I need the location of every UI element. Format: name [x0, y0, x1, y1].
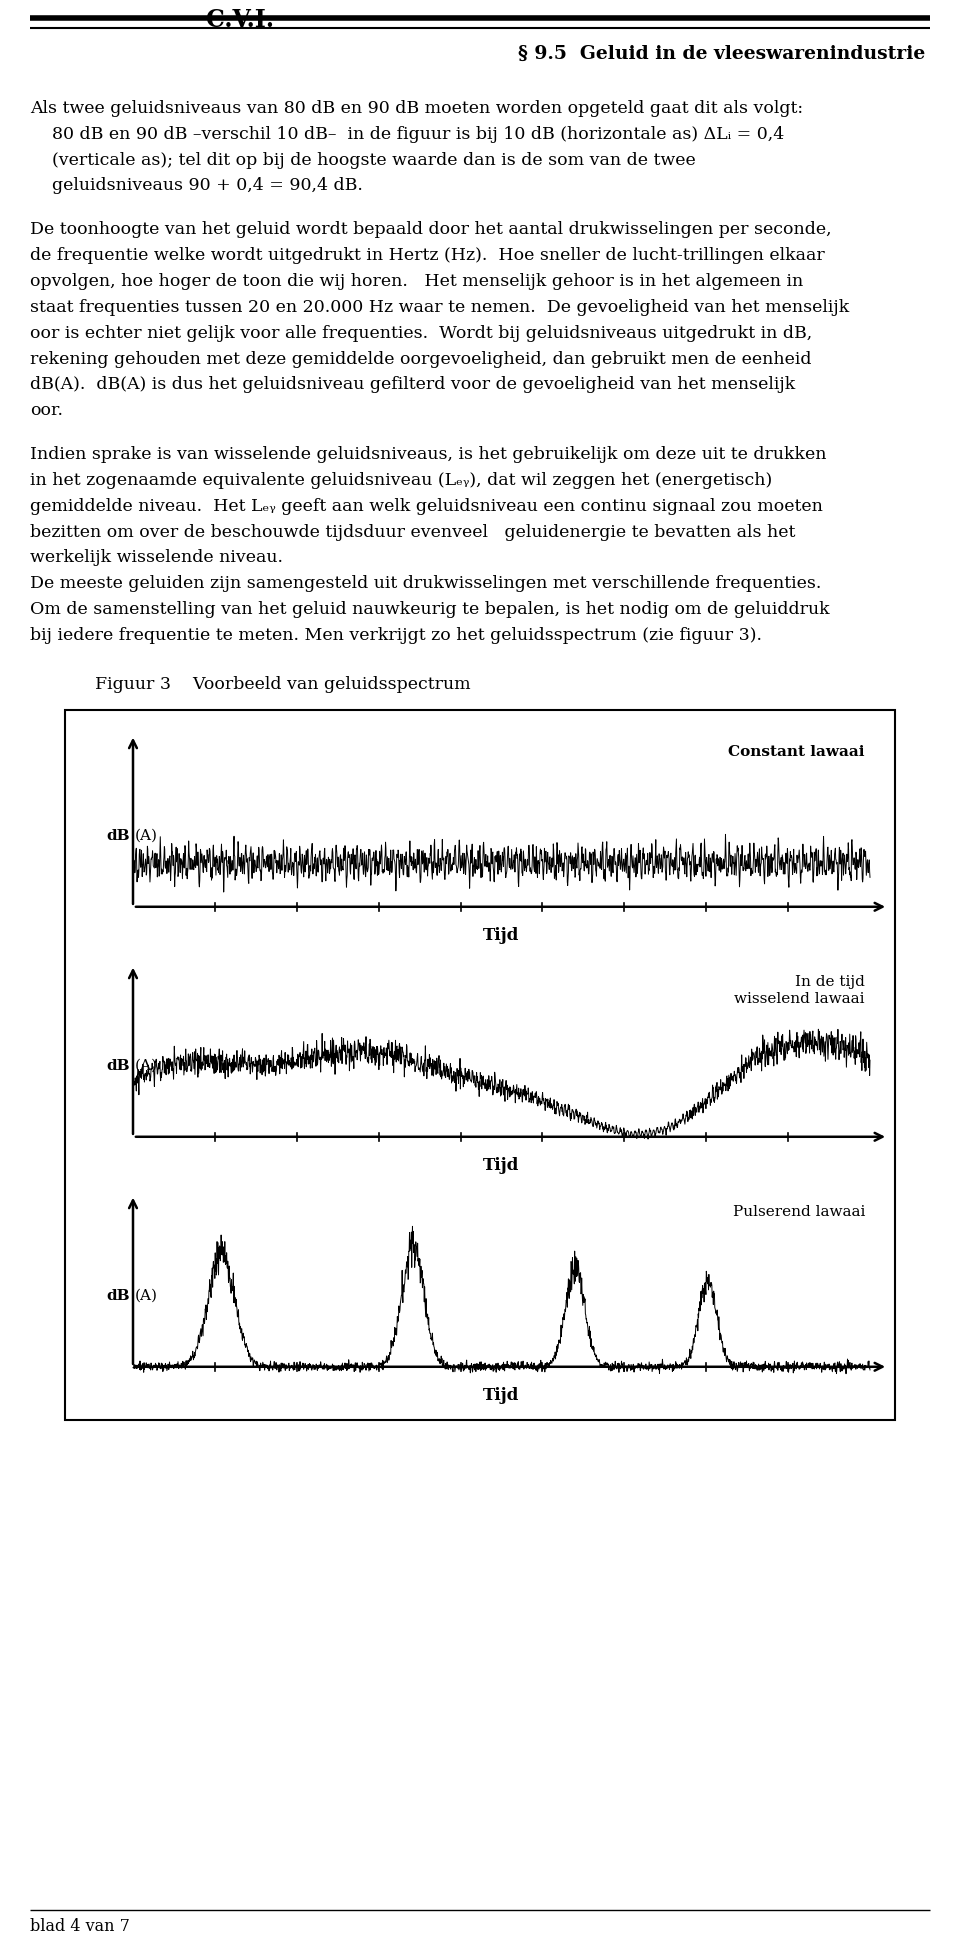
Text: wisselend lawaai: wisselend lawaai: [734, 992, 865, 1006]
Text: dB: dB: [107, 829, 130, 842]
Text: Indien sprake is van wisselende geluidsniveaus, is het gebruikelijk om deze uit : Indien sprake is van wisselende geluidsn…: [30, 445, 827, 463]
Text: in het zogenaamde equivalente geluidsniveau (Lₑᵧ), dat wil zeggen het (energetis: in het zogenaamde equivalente geluidsniv…: [30, 473, 772, 488]
Text: Tijd: Tijd: [483, 926, 519, 943]
Text: opvolgen, hoe hoger de toon die wij horen.   Het menselijk gehoor is in het alge: opvolgen, hoe hoger de toon die wij hore…: [30, 272, 804, 290]
Text: Figuur 3    Voorbeeld van geluidsspectrum: Figuur 3 Voorbeeld van geluidsspectrum: [95, 677, 470, 692]
Text: geluidsniveaus 90 + 0,4 = 90,4 dB.: geluidsniveaus 90 + 0,4 = 90,4 dB.: [30, 177, 363, 195]
Text: blad 4 van 7: blad 4 van 7: [30, 1918, 130, 1935]
Text: staat frequenties tussen 20 en 20.000 Hz waar te nemen.  De gevoeligheid van het: staat frequenties tussen 20 en 20.000 Hz…: [30, 300, 850, 315]
Text: Tijd: Tijd: [483, 1157, 519, 1173]
Text: 80 dB en 90 dB –verschil 10 dB–  in de figuur is bij 10 dB (horizontale as) ΔLᵢ : 80 dB en 90 dB –verschil 10 dB– in de fi…: [30, 126, 784, 142]
Text: De toonhoogte van het geluid wordt bepaald door het aantal drukwisselingen per s: De toonhoogte van het geluid wordt bepaa…: [30, 222, 831, 239]
Text: (A): (A): [135, 829, 158, 842]
Text: Tijd: Tijd: [483, 1387, 519, 1404]
Text: Als twee geluidsniveaus van 80 dB en 90 dB moeten worden opgeteld gaat dit als v: Als twee geluidsniveaus van 80 dB en 90 …: [30, 99, 804, 117]
Text: dB: dB: [107, 1290, 130, 1303]
Text: (A): (A): [135, 1290, 158, 1303]
Text: bij iedere frequentie te meten. Men verkrijgt zo het geluidsspectrum (zie figuur: bij iedere frequentie te meten. Men verk…: [30, 626, 762, 644]
Text: dB: dB: [107, 1060, 130, 1074]
Text: (verticale as); tel dit op bij de hoogste waarde dan is de som van de twee: (verticale as); tel dit op bij de hoogst…: [30, 152, 696, 169]
Text: oor.: oor.: [30, 403, 63, 420]
Text: werkelijk wisselende niveau.: werkelijk wisselende niveau.: [30, 548, 283, 566]
Text: Constant lawaai: Constant lawaai: [729, 745, 865, 759]
Text: Pulserend lawaai: Pulserend lawaai: [732, 1204, 865, 1220]
Text: De meeste geluiden zijn samengesteld uit drukwisselingen met verschillende frequ: De meeste geluiden zijn samengesteld uit…: [30, 576, 822, 591]
Text: C.V.I.: C.V.I.: [206, 8, 274, 31]
Text: gemiddelde niveau.  Het Lₑᵧ geeft aan welk geluidsniveau een continu signaal zou: gemiddelde niveau. Het Lₑᵧ geeft aan wel…: [30, 498, 823, 515]
Text: dB(A).  dB(A) is dus het geluidsniveau gefilterd voor de gevoeligheid van het me: dB(A). dB(A) is dus het geluidsniveau ge…: [30, 375, 795, 393]
Text: In de tijd: In de tijd: [795, 974, 865, 988]
Text: § 9.5  Geluid in de vleeswarenindustrie: § 9.5 Geluid in de vleeswarenindustrie: [517, 45, 925, 62]
Text: bezitten om over de beschouwde tijdsduur evenveel   geluidenergie te bevatten al: bezitten om over de beschouwde tijdsduur…: [30, 523, 796, 541]
Bar: [65, 710, 895, 1420]
Text: Om de samenstelling van het geluid nauwkeurig te bepalen, is het nodig om de gel: Om de samenstelling van het geluid nauwk…: [30, 601, 829, 619]
Text: (A): (A): [135, 1060, 158, 1074]
Text: de frequentie welke wordt uitgedrukt in Hertz (Hz).  Hoe sneller de lucht-trilli: de frequentie welke wordt uitgedrukt in …: [30, 247, 825, 265]
Text: rekening gehouden met deze gemiddelde oorgevoeligheid, dan gebruikt men de eenhe: rekening gehouden met deze gemiddelde oo…: [30, 350, 811, 368]
Text: oor is echter niet gelijk voor alle frequenties.  Wordt bij geluidsniveaus uitge: oor is echter niet gelijk voor alle freq…: [30, 325, 812, 342]
